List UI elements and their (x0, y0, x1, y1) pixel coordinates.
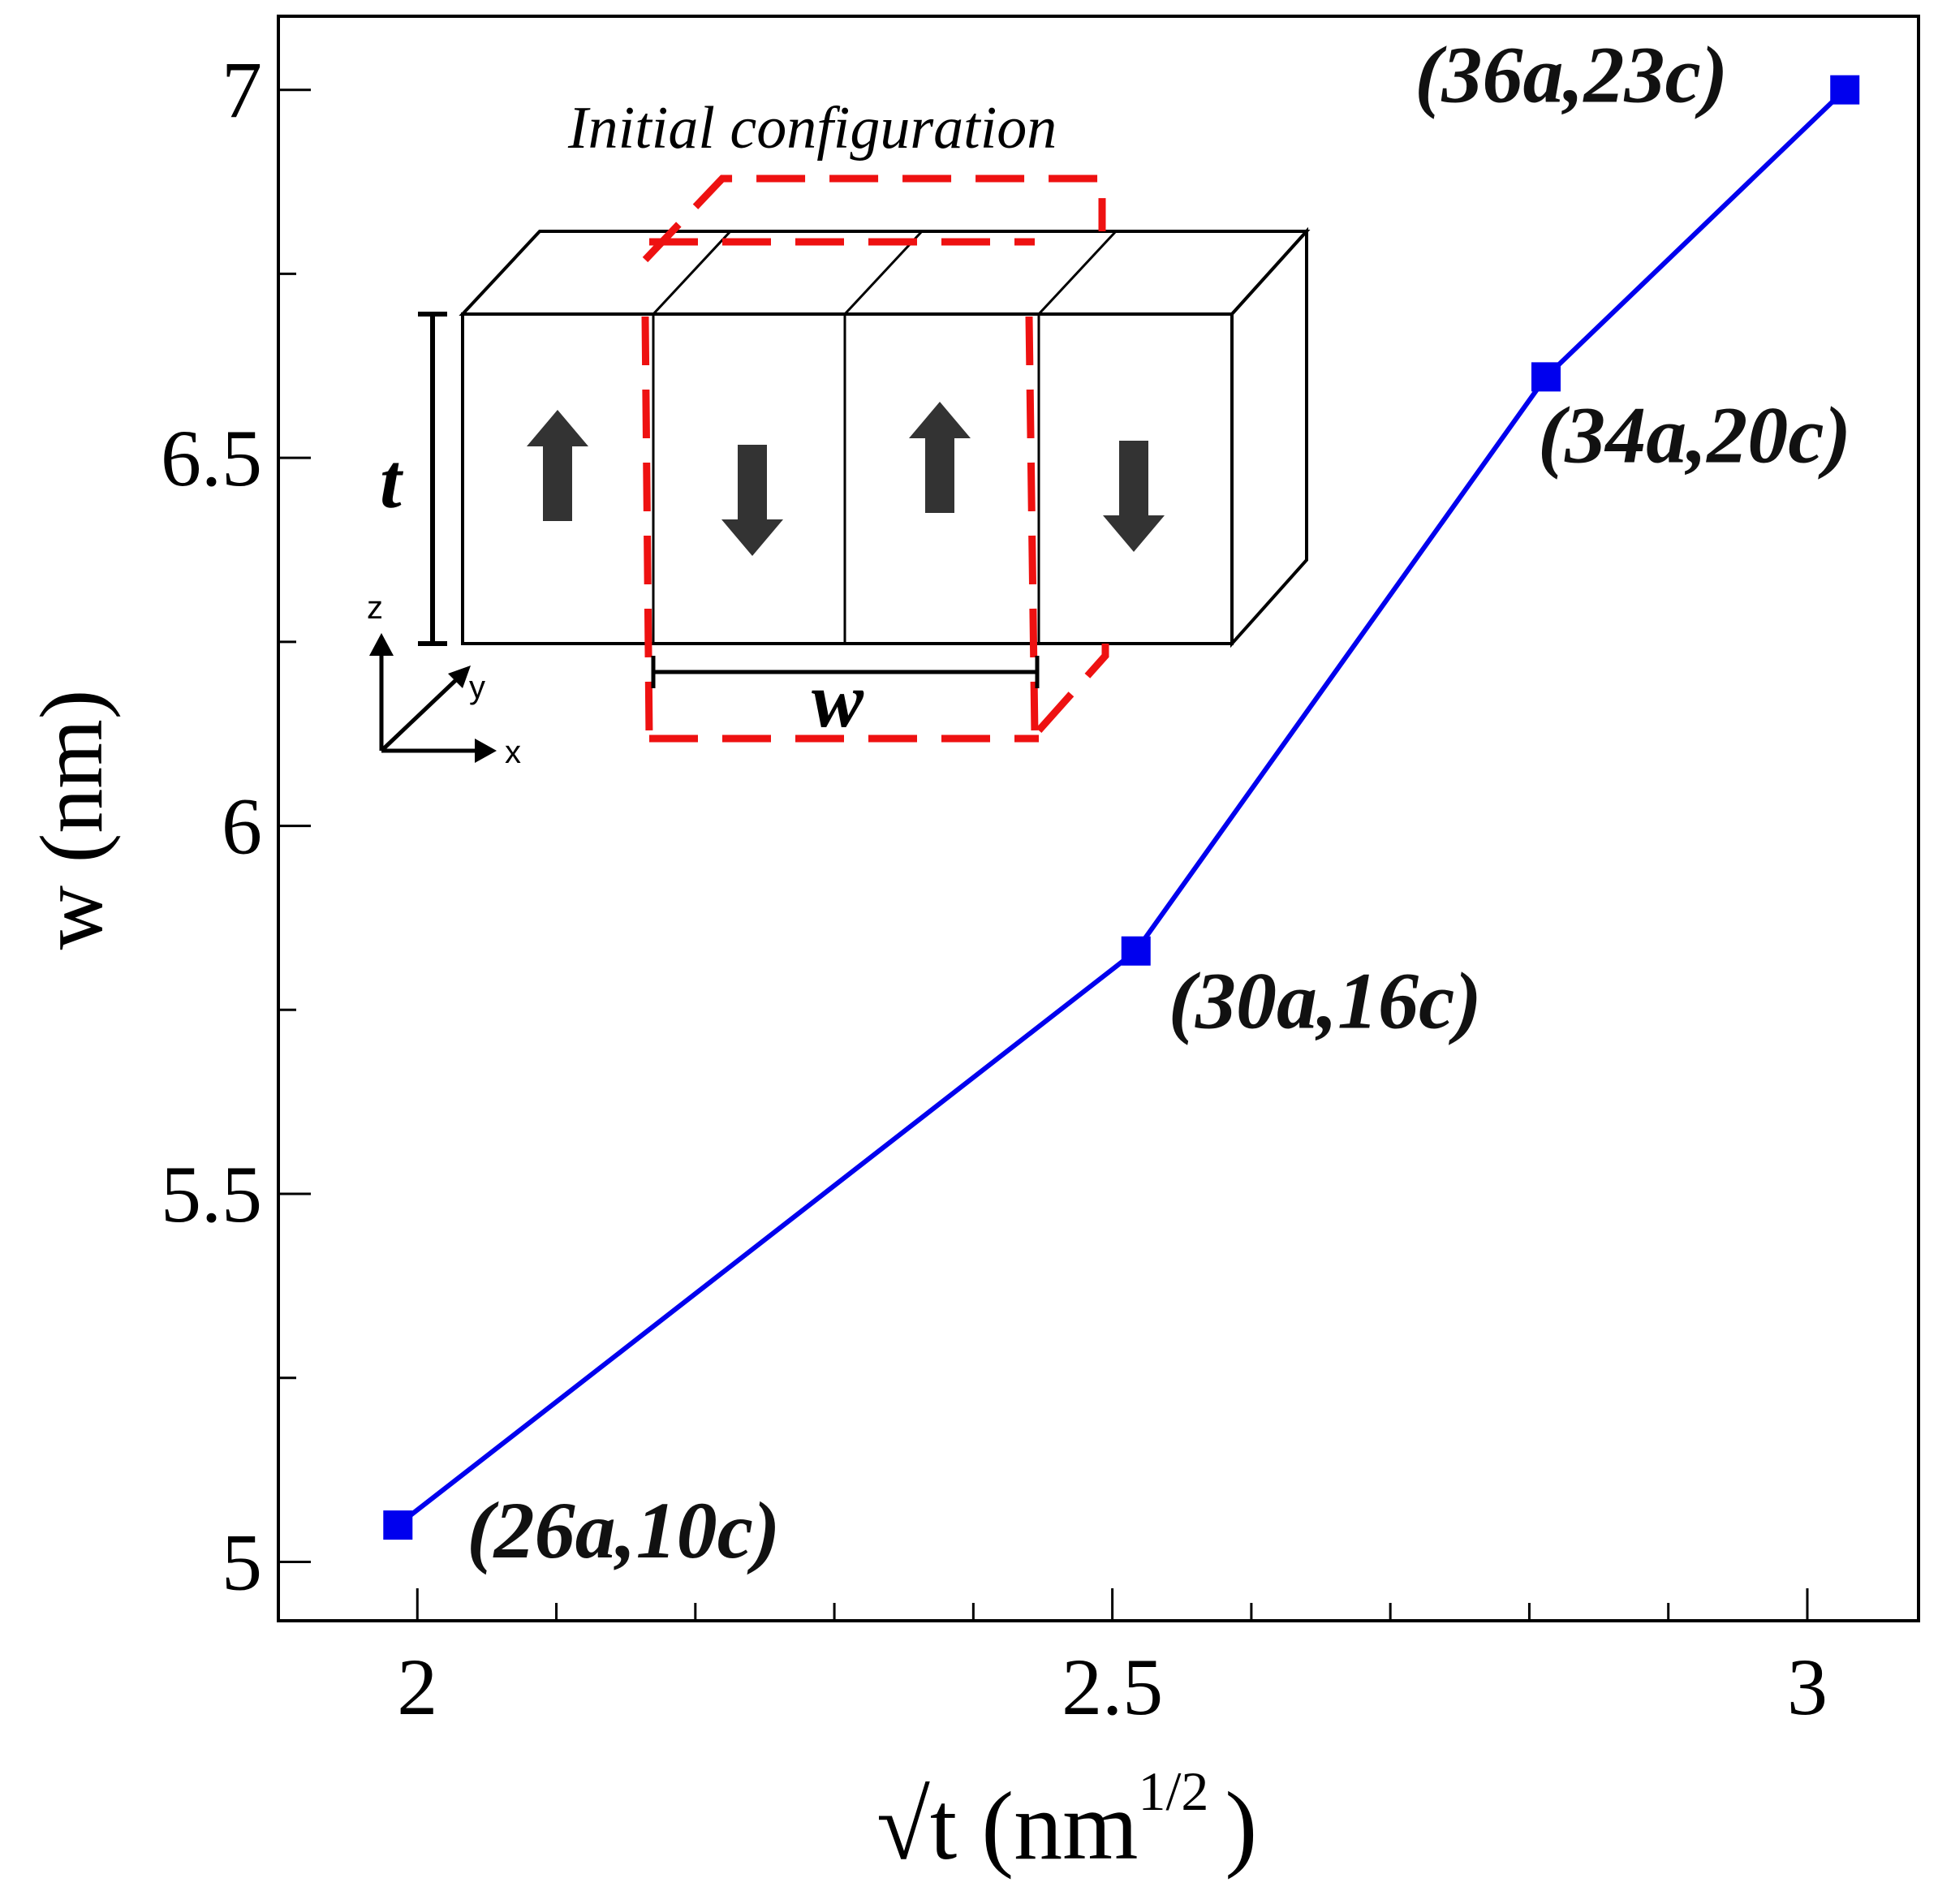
y-tick-label: 7 (222, 45, 262, 136)
inset-width-dimension (651, 656, 1040, 688)
y-tick-label: 6.5 (161, 413, 262, 503)
axis-arrowhead-x-icon (475, 739, 497, 763)
axis-letter-x: x (505, 734, 521, 770)
data-point-label: (34a,20c) (1538, 390, 1851, 480)
data-point-marker (383, 1510, 413, 1540)
data-point-label: (36a,23c) (1415, 30, 1728, 120)
x-tick-label: 3 (1787, 1642, 1828, 1732)
axis-arrowhead-y-icon (448, 666, 471, 688)
axis-letter-y: y (469, 670, 485, 705)
series-line (396, 88, 1847, 1527)
domain-arrow-down-icon (721, 445, 783, 556)
data-point-label: (30a,16c) (1169, 956, 1482, 1046)
data-point-label: (26a,10c) (467, 1485, 780, 1575)
inset-top-divider-1 (652, 230, 732, 316)
data-point-marker (1531, 362, 1561, 392)
plot-frame (277, 15, 1920, 1622)
inset-box-front-face (461, 312, 1234, 645)
inset-thickness-dimension (418, 312, 447, 646)
y-axis-title: w (nm) (22, 690, 121, 950)
x-axis-title: √t (nm1/2) (876, 1760, 1257, 1880)
inset-title: Initial configuration (567, 95, 1057, 162)
inset-schematic: Initial configuration (367, 95, 1311, 770)
x-axis-ticks: 2 2.5 3 (397, 1588, 1828, 1732)
data-point-marker (1121, 936, 1151, 966)
coordinate-axes-icon (379, 645, 487, 753)
x-tick-label: 2.5 (1062, 1642, 1163, 1732)
y-tick-label: 5 (222, 1517, 262, 1607)
y-tick-label: 6 (222, 782, 262, 872)
x-tick-label: 2 (397, 1642, 437, 1732)
axis-letter-z: z (367, 590, 383, 626)
y-tick-label: 5.5 (161, 1149, 262, 1239)
x-axis-title-exponent: 1/2 (1139, 1760, 1209, 1822)
x-axis-title-main: √t (nm (876, 1772, 1139, 1880)
axis-arrowhead-z-icon (369, 633, 394, 656)
inset-width-label: w (812, 657, 864, 743)
domain-arrow-up-icon (909, 402, 971, 513)
inset-unit-cell-highlight (641, 174, 1109, 743)
x-axis-title-close: ) (1225, 1772, 1257, 1880)
data-point-marker (1830, 75, 1860, 105)
data-series: (26a,10c) (30a,16c) (34a,20c) (36a,23c) (383, 30, 1860, 1575)
y-axis-ticks: 5 5.5 6 6.5 7 (161, 45, 311, 1607)
inset-thickness-label: t (380, 437, 404, 524)
inset-top-divider-3 (1037, 230, 1118, 316)
domain-arrow-up-icon (527, 410, 588, 521)
domain-arrow-down-icon (1103, 441, 1165, 552)
